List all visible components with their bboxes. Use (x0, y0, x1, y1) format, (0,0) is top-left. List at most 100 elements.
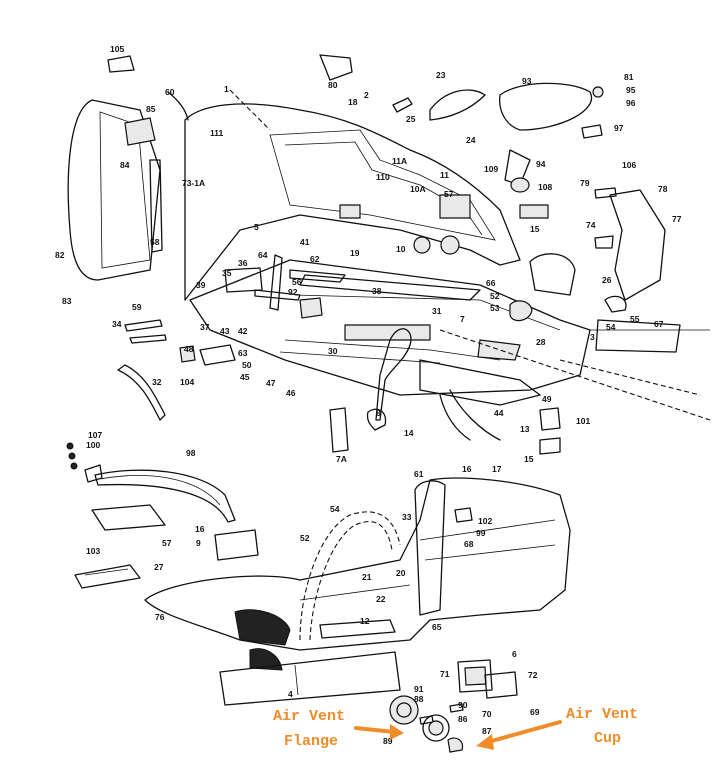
part-number: 15 (530, 224, 540, 234)
part-number: 10 (396, 244, 406, 254)
part-number: 8 (376, 408, 381, 418)
part-number: 82 (55, 250, 65, 260)
part-number: 68 (464, 539, 474, 549)
callout-label-line2: Cup (594, 730, 621, 747)
part-number: 83 (62, 296, 72, 306)
part-number: 106 (622, 160, 636, 170)
part-number: 1 (224, 84, 229, 94)
part-number: 74 (586, 220, 596, 230)
part-number: 71 (440, 669, 450, 679)
part-number: 103 (86, 546, 100, 556)
part-number: 43 (220, 326, 230, 336)
air-vent-flange (389, 695, 419, 725)
part-number: 67 (654, 319, 664, 329)
part-number: 70 (482, 709, 492, 719)
part-number: 73-1A (182, 178, 205, 188)
part-number: 36 (238, 258, 248, 268)
part-number: 13 (520, 424, 530, 434)
quarter-trim-panel (67, 99, 161, 281)
part-number: 96 (626, 98, 636, 108)
part-number: 19 (350, 248, 360, 258)
part-number: 9 (196, 538, 201, 548)
part-number: 14 (404, 428, 414, 438)
part-number: 61 (414, 469, 424, 479)
part-number: 5 (254, 222, 259, 232)
lower-quarter-panel (144, 477, 571, 651)
part-number: 85 (146, 104, 156, 114)
part-number: 11 (440, 170, 449, 180)
part-number: 107 (88, 430, 102, 440)
part-number: 47 (266, 378, 276, 388)
part-number: 25 (406, 114, 416, 124)
part-number: 32 (152, 377, 162, 387)
part-number: 12 (360, 616, 370, 626)
part-number: 53 (490, 303, 500, 313)
part-number: 104 (180, 377, 194, 387)
part-number: 17 (492, 464, 502, 474)
part-number: 66 (486, 278, 496, 288)
callout-label-line1: Air Vent (273, 708, 345, 725)
part-number: 100 (86, 440, 100, 450)
part-number: 50 (242, 360, 252, 370)
part-number: 78 (658, 184, 668, 194)
part-number: 2 (364, 90, 369, 100)
part-number: 46 (286, 388, 296, 398)
part-number: 56 (292, 277, 302, 287)
part-number: 69 (530, 707, 540, 717)
part-number: 111 (210, 128, 224, 138)
part-number: 31 (432, 306, 442, 316)
part-number: 34 (112, 319, 122, 329)
part-number: 20 (396, 568, 406, 578)
part-number: 98 (186, 448, 196, 458)
part-number: 52 (490, 291, 500, 301)
part-number: 48 (184, 344, 194, 354)
part-number: 81 (624, 72, 634, 82)
sill-strip (94, 469, 236, 523)
bottom-sill (219, 651, 401, 706)
part-number: 62 (310, 254, 320, 264)
part-number: 54 (330, 504, 340, 514)
part-number: 77 (672, 214, 682, 224)
part-number: 86 (458, 714, 468, 724)
part-number: 11A (392, 156, 407, 166)
part-number: 59 (132, 302, 142, 312)
part-number: 26 (602, 275, 612, 285)
part-number: 15 (524, 454, 534, 464)
upper-assembly (67, 54, 711, 455)
part-number: 105 (110, 44, 124, 54)
part-number: 101 (576, 416, 590, 426)
part-number: 87 (482, 726, 492, 736)
part-number: 35 (222, 268, 232, 278)
lower-assembly (66, 442, 571, 753)
part-number: 45 (240, 372, 250, 382)
part-number: 88 (414, 694, 424, 704)
floor-deck (189, 259, 591, 396)
part-number: 16 (195, 524, 205, 534)
part-number: 94 (536, 159, 546, 169)
callout-label-line1: Air Vent (566, 706, 638, 723)
part-number: 79 (580, 178, 590, 188)
air-vent-flange-callout: Air Vent Flange (273, 708, 404, 750)
part-number: 60 (165, 87, 175, 97)
part-number: 65 (432, 622, 442, 632)
part-number: 41 (300, 237, 310, 247)
part-labels: 105 80 18 1 2 60 85 111 84 73-1A 82 83 5… (55, 44, 682, 746)
part-number: 55 (630, 314, 640, 324)
part-number: 28 (536, 337, 546, 347)
part-number: 108 (538, 182, 552, 192)
part-number: 42 (238, 326, 248, 336)
part-number: 4 (288, 689, 293, 699)
part-number: 90 (458, 700, 468, 710)
part-number: 91 (414, 684, 424, 694)
part-number: 63 (238, 348, 248, 358)
part-number: 23 (436, 70, 446, 80)
part-number: 33 (402, 512, 412, 522)
part-number: 92 (288, 287, 298, 297)
part-number: 109 (484, 164, 498, 174)
part-number: 52 (300, 533, 310, 543)
part-number: 21 (362, 572, 372, 582)
part-number: 49 (542, 394, 552, 404)
air-vent-cup (422, 714, 450, 742)
